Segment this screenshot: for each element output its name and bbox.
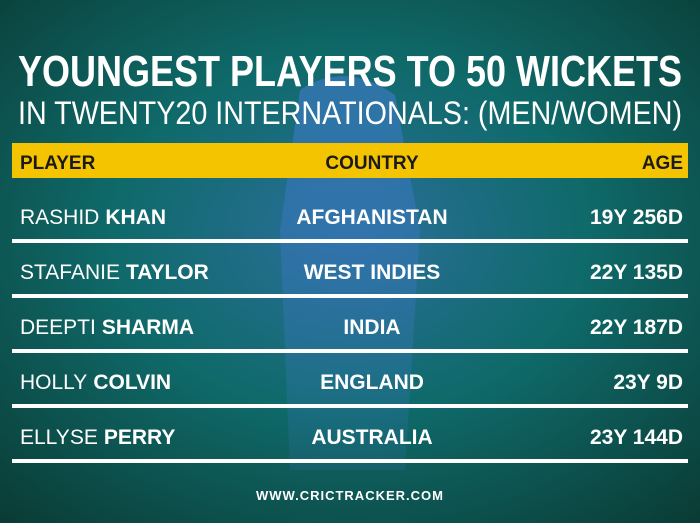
player-name: RASHID KHAN xyxy=(20,206,166,229)
player-name: ELLYSE PERRY xyxy=(20,426,175,449)
first-name: HOLLY xyxy=(20,371,87,394)
last-name: TAYLOR xyxy=(126,261,209,284)
age: 22Y 187D xyxy=(590,316,683,339)
first-name: ELLYSE xyxy=(20,426,98,449)
last-name: PERRY xyxy=(104,426,176,449)
player-name: STAFANIE TAYLOR xyxy=(20,261,209,284)
row-divider xyxy=(12,459,688,463)
row-divider xyxy=(12,239,688,243)
age: 23Y 144D xyxy=(590,426,683,449)
age: 23Y 9D xyxy=(613,371,683,394)
first-name: STAFANIE xyxy=(20,261,120,284)
last-name: KHAN xyxy=(105,206,166,229)
first-name: RASHID xyxy=(20,206,99,229)
footer-url: WWW.CRICTRACKER.COM xyxy=(256,488,444,503)
country: WEST INDIES xyxy=(304,261,441,284)
subtitle: IN TWENTY20 INTERNATIONALS: (MEN/WOMEN) xyxy=(18,95,682,131)
last-name: COLVIN xyxy=(93,371,171,394)
table: PLAYER COUNTRY AGE RASHID KHAN AFGHANISTAN 19Y… xyxy=(12,153,688,463)
row-divider xyxy=(12,294,688,298)
first-name: DEEPTI xyxy=(20,316,96,339)
row-divider xyxy=(12,349,688,353)
country: AUSTRALIA xyxy=(311,426,432,449)
column-header: AGE xyxy=(642,153,683,174)
age: 22Y 135D xyxy=(590,261,683,284)
column-header: COUNTRY xyxy=(325,153,419,174)
header-band xyxy=(12,143,688,178)
column-header: PLAYER xyxy=(20,153,96,174)
country: AFGHANISTAN xyxy=(296,206,447,229)
title: YOUNGEST PLAYERS TO 50 WICKETS xyxy=(18,47,682,96)
player-name: DEEPTI SHARMA xyxy=(20,316,194,339)
country: ENGLAND xyxy=(320,371,424,394)
age: 19Y 256D xyxy=(590,206,683,229)
country: INDIA xyxy=(343,316,400,339)
player-name: HOLLY COLVIN xyxy=(20,371,171,394)
last-name: SHARMA xyxy=(102,316,194,339)
row-divider xyxy=(12,404,688,408)
